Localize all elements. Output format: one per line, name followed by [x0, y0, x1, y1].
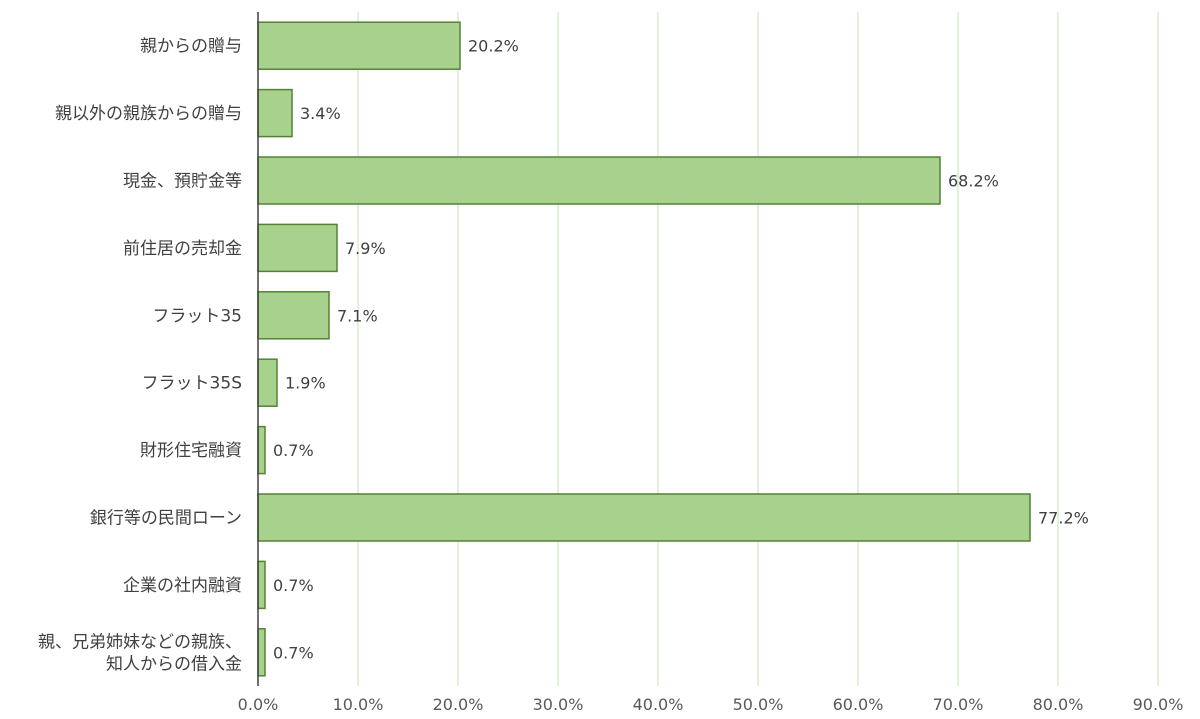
data-label: 20.2% [468, 37, 519, 56]
bar [257, 560, 266, 610]
category-label: 現金、預貯金等 [123, 172, 242, 192]
category-label: 親、兄弟姉妹などの親族、 [38, 632, 242, 652]
bar [257, 291, 330, 340]
category-label: 前住居の売却金 [123, 239, 242, 259]
data-label: 68.2% [948, 172, 999, 191]
data-label: 7.1% [337, 306, 378, 325]
category-label: 親からの贈与 [140, 37, 242, 57]
category-label: 企業の社内融資 [123, 576, 242, 596]
x-tick-label: 30.0% [533, 695, 584, 714]
bar [257, 493, 1031, 542]
x-tick-label: 70.0% [933, 695, 984, 714]
data-label: 77.2% [1038, 509, 1089, 528]
x-tick-label: 0.0% [238, 695, 279, 714]
x-tick-label: 20.0% [433, 695, 484, 714]
bar [257, 425, 266, 475]
bar [257, 223, 338, 273]
category-label: 銀行等の民間ローン [90, 509, 242, 529]
x-tick-label: 50.0% [733, 695, 784, 714]
data-label: 7.9% [345, 239, 386, 258]
category-label: フラット35S [142, 374, 242, 394]
data-label: 1.9% [285, 374, 326, 393]
bar [257, 21, 461, 70]
bar [257, 88, 293, 138]
category-label: 知人からの借入金 [106, 654, 242, 674]
x-tick-label: 60.0% [833, 695, 884, 714]
data-label: 0.7% [273, 441, 314, 460]
category-label: 財形住宅融資 [140, 441, 242, 461]
x-tick-label: 80.0% [1033, 695, 1084, 714]
x-tick-label: 90.0% [1133, 695, 1184, 714]
data-label: 3.4% [300, 104, 341, 123]
bar [257, 628, 266, 677]
data-label: 0.7% [273, 643, 314, 662]
category-label: フラット35 [152, 306, 242, 326]
data-label: 0.7% [273, 576, 314, 595]
x-tick-label: 10.0% [333, 695, 384, 714]
bar [257, 358, 278, 407]
x-tick-label: 40.0% [633, 695, 684, 714]
category-label: 親以外の親族からの贈与 [55, 104, 242, 124]
bar [257, 156, 941, 205]
